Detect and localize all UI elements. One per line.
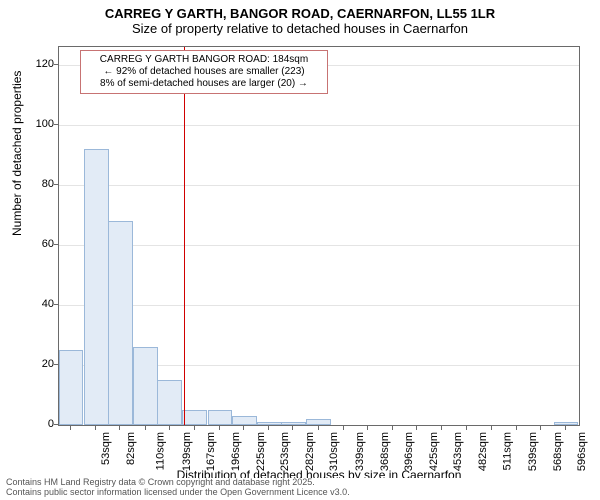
y-tick-label: 60 [24, 238, 54, 250]
x-tick-mark [367, 426, 368, 430]
x-tick-mark [466, 426, 467, 430]
y-tick-mark [54, 184, 58, 185]
x-tick-mark [491, 426, 492, 430]
x-tick-label: 425sqm [428, 432, 440, 471]
annotation-box: CARREG Y GARTH BANGOR ROAD: 184sqm← 92% … [80, 50, 328, 94]
y-tick-label: 80 [24, 178, 54, 190]
histogram-bar [208, 410, 233, 425]
x-tick-mark [565, 426, 566, 430]
x-tick-mark [292, 426, 293, 430]
grid-line [59, 245, 579, 246]
histogram-bar [306, 419, 331, 425]
y-tick-mark [54, 244, 58, 245]
y-tick-label: 20 [24, 358, 54, 370]
y-tick-mark [54, 64, 58, 65]
x-tick-label: 53sqm [100, 432, 112, 465]
x-tick-label: 282sqm [304, 432, 316, 471]
x-tick-mark [70, 426, 71, 430]
annotation-line: CARREG Y GARTH BANGOR ROAD: 184sqm [87, 54, 321, 66]
x-tick-label: 482sqm [477, 432, 489, 471]
histogram-bar [133, 347, 158, 425]
histogram-bar [59, 350, 84, 425]
annotation-line: 8% of semi-detached houses are larger (2… [87, 78, 321, 90]
x-tick-label: 82sqm [125, 432, 137, 465]
x-tick-label: 596sqm [576, 432, 588, 471]
y-tick-label: 40 [24, 298, 54, 310]
x-tick-label: 253sqm [279, 432, 291, 471]
x-tick-mark [119, 426, 120, 430]
x-tick-label: 396sqm [403, 432, 415, 471]
x-tick-label: 225sqm [255, 432, 267, 471]
chart-title-sub: Size of property relative to detached ho… [0, 21, 600, 36]
x-tick-label: 568sqm [552, 432, 564, 471]
histogram-bar [84, 149, 109, 425]
grid-line [59, 305, 579, 306]
x-tick-label: 339sqm [354, 432, 366, 471]
y-tick-label: 120 [24, 58, 54, 70]
marker-line [184, 47, 185, 425]
y-axis-label: Number of detached properties [10, 71, 24, 236]
chart-footer: Contains HM Land Registry data © Crown c… [6, 478, 596, 498]
x-tick-label: 196sqm [230, 432, 242, 471]
annotation-line: ← 92% of detached houses are smaller (22… [87, 66, 321, 78]
x-tick-mark [343, 426, 344, 430]
x-tick-mark [169, 426, 170, 430]
x-tick-label: 539sqm [527, 432, 539, 471]
grid-line [59, 185, 579, 186]
y-tick-mark [54, 304, 58, 305]
chart-title-block: CARREG Y GARTH, BANGOR ROAD, CAERNARFON,… [0, 0, 600, 36]
x-tick-mark [540, 426, 541, 430]
histogram-bar [554, 422, 579, 425]
y-tick-label: 100 [24, 118, 54, 130]
histogram-bar [281, 422, 306, 425]
y-tick-mark [54, 424, 58, 425]
histogram-bar [157, 380, 182, 425]
x-tick-mark [268, 426, 269, 430]
y-tick-mark [54, 124, 58, 125]
x-tick-mark [416, 426, 417, 430]
chart-title-main: CARREG Y GARTH, BANGOR ROAD, CAERNARFON,… [0, 6, 600, 21]
x-tick-mark [145, 426, 146, 430]
histogram-bar [257, 422, 282, 425]
y-tick-label: 0 [24, 418, 54, 430]
x-tick-label: 310sqm [329, 432, 341, 471]
x-tick-label: 511sqm [502, 432, 514, 470]
y-tick-mark [54, 364, 58, 365]
histogram-bar [182, 410, 207, 425]
x-tick-mark [243, 426, 244, 430]
x-tick-label: 453sqm [452, 432, 464, 471]
x-tick-label: 167sqm [205, 432, 217, 471]
x-tick-mark [516, 426, 517, 430]
grid-line [59, 125, 579, 126]
x-tick-mark [318, 426, 319, 430]
x-tick-mark [194, 426, 195, 430]
x-tick-label: 368sqm [379, 432, 391, 471]
histogram-bar [232, 416, 257, 425]
x-tick-mark [441, 426, 442, 430]
x-tick-label: 110sqm [155, 432, 167, 470]
plot-area [58, 46, 580, 426]
histogram-bar [108, 221, 133, 425]
x-tick-mark [219, 426, 220, 430]
footer-line-2: Contains public sector information licen… [6, 488, 596, 498]
x-tick-label: 139sqm [181, 432, 193, 471]
x-tick-mark [95, 426, 96, 430]
x-tick-mark [392, 426, 393, 430]
